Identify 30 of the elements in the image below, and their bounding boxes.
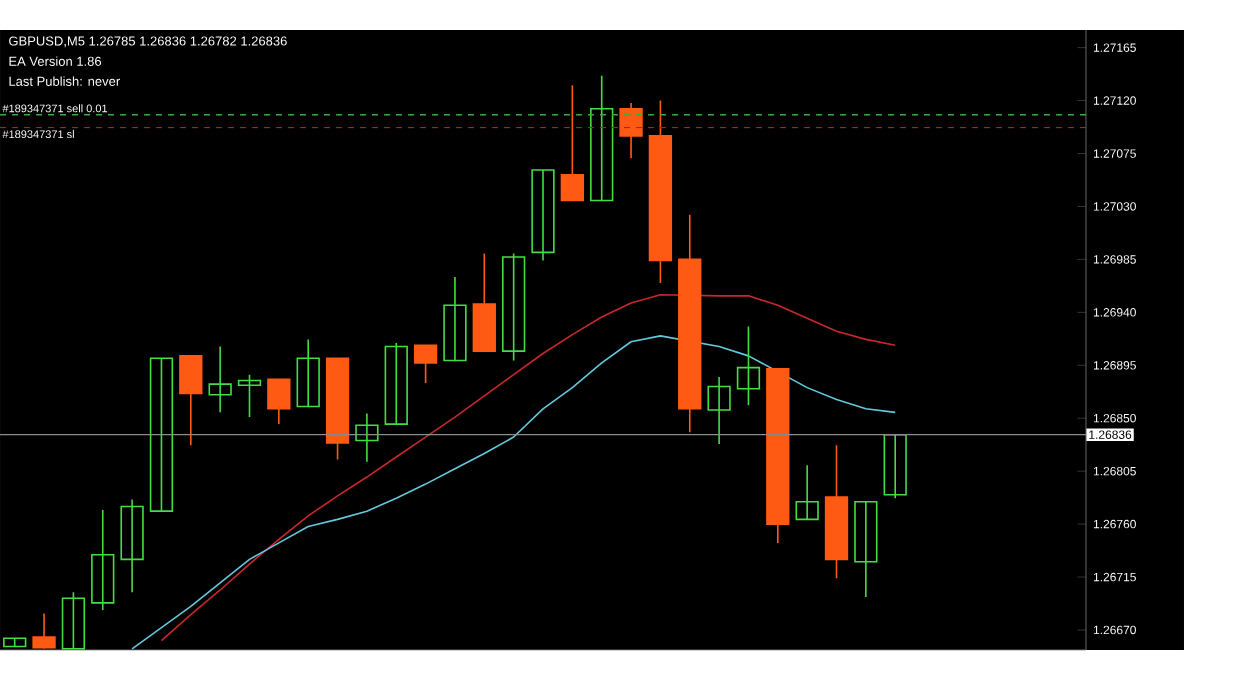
candlestick — [413, 344, 438, 384]
candlestick — [325, 357, 350, 461]
candlestick — [267, 378, 291, 425]
candlestick — [736, 325, 761, 407]
candlestick — [531, 169, 555, 262]
candlestick — [443, 276, 467, 362]
line-series — [131, 335, 896, 650]
candlestick — [824, 444, 849, 580]
candlestick — [384, 342, 408, 425]
candlestick — [678, 213, 702, 434]
candlestick — [120, 498, 144, 594]
candlestick — [472, 252, 496, 352]
candlestick — [179, 355, 203, 447]
candlestick — [149, 357, 174, 512]
candlestick — [560, 84, 585, 202]
candlestick — [883, 433, 907, 500]
candlestick — [854, 500, 878, 598]
candlestick — [32, 612, 56, 650]
candlestick — [501, 252, 526, 362]
candlestick — [707, 376, 731, 445]
candlestick — [91, 509, 115, 611]
candlestick — [766, 368, 790, 544]
candlestick — [296, 338, 320, 408]
candlestick — [355, 412, 379, 463]
candlestick — [648, 99, 673, 284]
candlestick — [795, 464, 819, 521]
candlestick — [619, 102, 643, 160]
candlestick — [590, 75, 614, 202]
candlestick — [208, 345, 232, 414]
candlestick — [237, 373, 262, 418]
